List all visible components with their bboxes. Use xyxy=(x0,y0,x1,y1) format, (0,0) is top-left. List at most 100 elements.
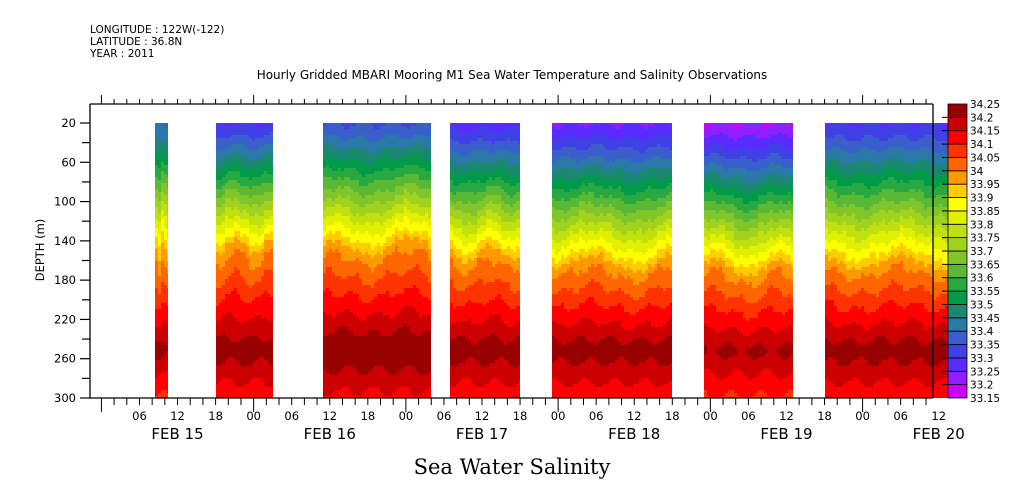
salinity-cell xyxy=(356,303,359,306)
salinity-cell xyxy=(270,303,273,306)
salinity-cell xyxy=(240,366,243,369)
salinity-cell xyxy=(258,270,261,273)
salinity-cell xyxy=(323,387,326,390)
salinity-cell xyxy=(395,327,398,330)
salinity-cell xyxy=(252,249,255,252)
salinity-cell xyxy=(164,147,167,150)
salinity-cell xyxy=(161,267,164,270)
salinity-cell xyxy=(365,162,368,165)
salinity-cell xyxy=(326,276,329,279)
salinity-cell xyxy=(258,309,261,312)
salinity-cell xyxy=(228,261,231,264)
salinity-cell xyxy=(380,177,383,180)
salinity-cell xyxy=(407,345,410,348)
salinity-cell xyxy=(404,234,407,237)
salinity-cell xyxy=(225,183,228,186)
salinity-cell xyxy=(377,207,380,210)
salinity-cell xyxy=(167,246,168,249)
salinity-cell xyxy=(359,216,362,219)
salinity-cell xyxy=(374,330,377,333)
salinity-cell xyxy=(389,273,392,276)
salinity-cell xyxy=(359,159,362,162)
salinity-cell xyxy=(359,255,362,258)
salinity-cell xyxy=(365,156,368,159)
salinity-cell xyxy=(246,255,249,258)
salinity-cell xyxy=(410,144,413,147)
salinity-cell xyxy=(264,222,267,225)
salinity-cell xyxy=(240,201,243,204)
salinity-cell xyxy=(255,300,258,303)
salinity-cell xyxy=(237,249,240,252)
salinity-cell xyxy=(347,252,350,255)
salinity-cell xyxy=(389,138,392,141)
salinity-cell xyxy=(252,354,255,357)
salinity-cell xyxy=(404,315,407,318)
salinity-cell xyxy=(258,144,261,147)
salinity-cell xyxy=(258,210,261,213)
salinity-cell xyxy=(255,165,258,168)
salinity-cell xyxy=(383,162,386,165)
salinity-cell xyxy=(398,312,401,315)
salinity-cell xyxy=(270,336,273,339)
salinity-cell xyxy=(392,141,395,144)
salinity-cell xyxy=(264,381,267,384)
salinity-cell xyxy=(216,285,219,288)
salinity-cell xyxy=(341,342,344,345)
salinity-cell xyxy=(243,306,246,309)
salinity-cell xyxy=(359,393,362,396)
salinity-cell xyxy=(383,264,386,267)
salinity-cell xyxy=(389,174,392,177)
salinity-cell xyxy=(261,345,264,348)
salinity-cell xyxy=(407,180,410,183)
salinity-cell xyxy=(344,144,347,147)
salinity-cell xyxy=(258,372,261,375)
salinity-cell xyxy=(246,279,249,282)
salinity-cell xyxy=(264,336,267,339)
salinity-cell xyxy=(362,297,365,300)
salinity-cell xyxy=(404,276,407,279)
salinity-cell xyxy=(347,204,350,207)
salinity-cell xyxy=(267,240,270,243)
salinity-cell xyxy=(410,264,413,267)
salinity-cell xyxy=(219,381,222,384)
salinity-cell xyxy=(219,213,222,216)
salinity-cell xyxy=(240,141,243,144)
salinity-cell xyxy=(389,246,392,249)
salinity-cell xyxy=(335,387,338,390)
salinity-cell xyxy=(246,213,249,216)
salinity-cell xyxy=(341,330,344,333)
salinity-cell xyxy=(228,213,231,216)
salinity-cell xyxy=(267,318,270,321)
salinity-cell xyxy=(350,330,353,333)
salinity-cell xyxy=(323,384,326,387)
salinity-cell xyxy=(167,195,168,198)
salinity-cell xyxy=(341,180,344,183)
salinity-cell xyxy=(216,315,219,318)
salinity-cell xyxy=(323,246,326,249)
salinity-cell xyxy=(371,156,374,159)
salinity-cell xyxy=(252,150,255,153)
salinity-cell xyxy=(240,150,243,153)
salinity-cell xyxy=(392,339,395,342)
salinity-cell xyxy=(407,297,410,300)
salinity-cell xyxy=(401,285,404,288)
salinity-cell xyxy=(222,339,225,342)
salinity-cell xyxy=(158,372,161,375)
salinity-cell xyxy=(161,294,164,297)
salinity-cell xyxy=(329,357,332,360)
salinity-cell xyxy=(228,225,231,228)
salinity-cell xyxy=(216,237,219,240)
salinity-cell xyxy=(216,354,219,357)
salinity-cell xyxy=(392,222,395,225)
salinity-cell xyxy=(371,171,374,174)
salinity-cell xyxy=(240,276,243,279)
salinity-cell xyxy=(323,351,326,354)
salinity-cell xyxy=(338,141,341,144)
salinity-cell xyxy=(246,312,249,315)
salinity-cell xyxy=(164,330,167,333)
salinity-cell xyxy=(341,222,344,225)
salinity-cell xyxy=(270,318,273,321)
salinity-cell xyxy=(359,390,362,393)
salinity-cell xyxy=(350,270,353,273)
salinity-cell xyxy=(237,129,240,132)
